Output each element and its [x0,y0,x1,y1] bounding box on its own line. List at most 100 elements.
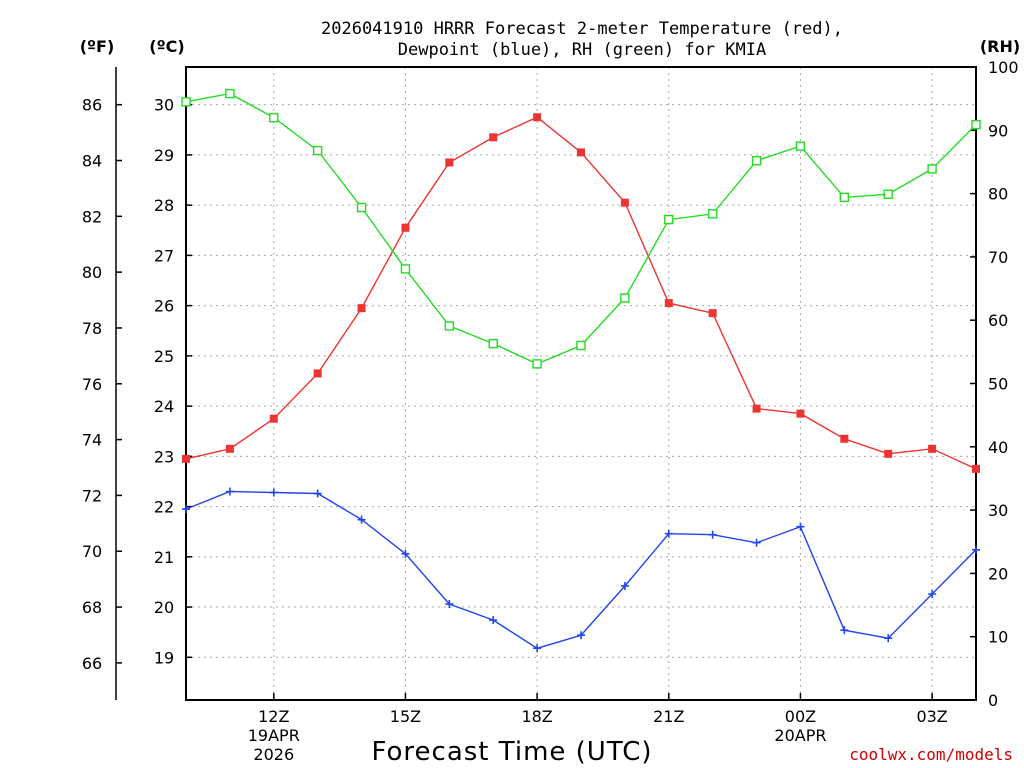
temperature-point-7 [489,133,498,142]
dewpoint-point-12 [708,530,717,539]
grid-lines [186,67,976,700]
temperature-point-6 [445,158,454,167]
c-tick-label-30: 30 [154,96,174,115]
temperature-point-10 [620,198,629,207]
rh-unit-label: (RH) [980,37,1020,56]
x-tick-label-00z: 00Z [785,707,816,726]
chart-title-line-1: 2026041910 HRRR Forecast 2-meter Tempera… [321,19,843,39]
f-tick-label-72: 72 [82,486,102,505]
dewpoint-point-10 [620,581,629,590]
rh-tick-label-60: 60 [988,311,1008,330]
temperature-line [185,116,977,470]
rh-tick-label-30: 30 [988,501,1008,520]
temperature-point-17 [928,444,937,453]
dewpoint-point-2 [269,488,278,497]
rh-point-12 [707,209,718,219]
rh-tick-label-40: 40 [988,438,1008,457]
dewpoint-point-17 [928,589,937,598]
temperature-point-1 [225,444,234,453]
f-tick-label-84: 84 [82,151,102,170]
temperature-point-13 [752,404,761,413]
rh-point-10 [620,293,630,303]
rh-point-4 [356,202,367,213]
dewpoint-point-3 [313,489,322,498]
rh-tick-label-90: 90 [988,121,1008,140]
c-tick-label-24: 24 [154,397,174,416]
c-tick-label-20: 20 [154,598,174,617]
dewpoint-point-18 [972,545,980,554]
temperature-point-18 [972,464,980,473]
rh-point-3 [312,145,323,156]
temperature-point-12 [708,309,717,318]
dewpoint-point-6 [445,600,454,609]
dewpoint-point-1 [225,487,234,496]
axes: 66 68 70 72 74 76 78 80 82 84 86 19 20 21 22 23 24 25 26 27… [82,58,1019,764]
c-tick-label-23: 23 [154,447,174,466]
temperature-point-4 [357,304,366,313]
x-year-label-2026: 2026 [253,745,294,764]
rh-point-18 [971,119,981,130]
plot-frame [185,66,977,701]
c-tick-label-25: 25 [154,347,174,366]
rh-tick-label-100: 100 [988,58,1019,77]
dewpoint-point-13 [752,538,761,547]
rh-tick-label-70: 70 [988,248,1008,267]
dewpoint-line [185,490,977,650]
dewpoint-point-14 [796,522,805,531]
rh-point-1 [225,88,235,99]
x-tick-label-15z: 15Z [390,707,421,726]
chart-title-line-2: Dewpoint (blue), RH (green) for KMIA [398,40,766,60]
temperature-series [182,113,980,473]
temperature-point-11 [664,299,673,308]
c-tick-label-21: 21 [154,548,174,567]
f-tick-label-86: 86 [82,96,102,115]
temperature-point-9 [577,148,585,157]
c-tick-label-28: 28 [154,196,174,215]
f-tick-label-68: 68 [82,598,102,617]
rh-point-15 [839,192,850,203]
c-tick-label-27: 27 [154,246,174,265]
credit-text: coolwx.com/models [849,745,1013,764]
c-tick-label-19: 19 [154,648,174,667]
rh-series [181,88,981,369]
rh-tick-label-0: 0 [988,691,998,710]
rh-point-2 [269,112,279,123]
x-tick-label-21z: 21Z [653,707,684,726]
temperature-point-2 [269,414,278,423]
dewpoint-point-7 [489,616,498,625]
f-tick-label-82: 82 [82,207,102,226]
f-tick-label-70: 70 [82,542,102,561]
f-tick-label-80: 80 [82,263,102,282]
dewpoint-point-5 [401,549,410,558]
rh-tick-label-50: 50 [988,375,1008,394]
f-tick-label-76: 76 [82,375,102,394]
rh-tick-label-10: 10 [988,628,1008,647]
rh-point-6 [444,321,455,331]
dewpoint-point-4 [357,515,366,524]
temperature-point-5 [401,223,410,232]
dewpoint-point-15 [840,626,849,635]
temperature-point-3 [313,369,322,378]
rh-point-5 [400,264,411,274]
rh-point-8 [532,359,542,369]
f-tick-label-74: 74 [82,431,102,450]
fahrenheit-unit-label: (ºF) [80,37,115,56]
rh-point-9 [576,340,586,351]
x-date-label-19apr: 19APR [248,726,300,745]
x-date-label-20apr: 20APR [774,726,826,745]
rh-point-17 [927,164,937,174]
c-tick-label-22: 22 [154,498,174,517]
f-tick-label-66: 66 [82,654,102,673]
dewpoint-point-9 [577,631,585,640]
temperature-point-0 [182,454,190,463]
dewpoint-point-8 [533,644,542,653]
dewpoint-point-11 [664,529,673,538]
x-tick-label-03z: 03Z [916,707,947,726]
c-tick-label-26: 26 [154,297,174,316]
rh-line [185,92,977,365]
temperature-point-15 [840,434,849,443]
rh-point-14 [795,141,806,151]
rh-tick-label-20: 20 [988,564,1008,583]
dewpoint-point-0 [182,505,190,514]
temperature-point-14 [796,409,805,418]
